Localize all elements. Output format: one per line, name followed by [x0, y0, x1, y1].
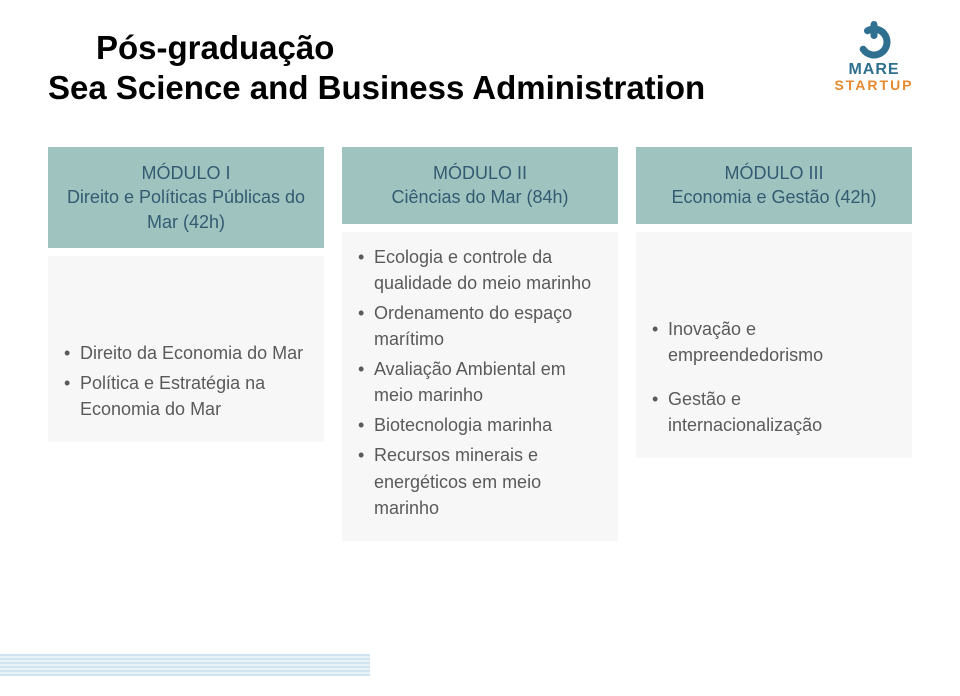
- footer-bar: [0, 654, 370, 676]
- list-item: Ordenamento do espaço marítimo: [356, 300, 604, 352]
- module-2-list: Ecologia e controle da qualidade do meio…: [356, 244, 604, 521]
- list-item: Política e Estratégia na Economia do Mar: [62, 370, 310, 422]
- module-2-header-line2: Ciências do Mar (84h): [352, 185, 608, 209]
- list-item: Recursos minerais e energéticos em meio …: [356, 442, 604, 520]
- list-item: Gestão e internacionalização: [650, 386, 898, 438]
- modules-row: MÓDULO I Direito e Políticas Públicas do…: [48, 147, 912, 541]
- module-3-header-line1: MÓDULO III: [646, 161, 902, 185]
- list-item: Ecologia e controle da qualidade do meio…: [356, 244, 604, 296]
- module-1-header-line2: Direito e Políticas Públicas do Mar (42h…: [58, 185, 314, 234]
- list-item: Avaliação Ambiental em meio marinho: [356, 356, 604, 408]
- title-line-1: Pós-graduação: [48, 28, 912, 68]
- brand-logo: MARE STARTUP: [828, 18, 920, 93]
- module-3-header-line2: Economia e Gestão (42h): [646, 185, 902, 209]
- power-icon: [853, 18, 895, 60]
- logo-text-startup: STARTUP: [828, 78, 920, 93]
- module-1-body: Direito da Economia do Mar Política e Es…: [48, 256, 324, 442]
- list-item: Inovação e empreendedorismo: [650, 316, 898, 368]
- list-item: Biotecnologia marinha: [356, 412, 604, 438]
- module-3-body: Inovação e empreendedorismo Gestão e int…: [636, 232, 912, 458]
- slide: MARE STARTUP Pós-graduação Sea Science a…: [0, 0, 960, 696]
- list-item: Direito da Economia do Mar: [62, 340, 310, 366]
- module-1-spacer: [62, 268, 310, 340]
- module-1-list: Direito da Economia do Mar Política e Es…: [62, 340, 310, 422]
- module-2-header-line1: MÓDULO II: [352, 161, 608, 185]
- module-3-spacer: [650, 244, 898, 316]
- module-2-body: Ecologia e controle da qualidade do meio…: [342, 232, 618, 541]
- logo-text-mare: MARE: [828, 62, 920, 78]
- page-title: Pós-graduação Sea Science and Business A…: [48, 28, 912, 107]
- module-3: MÓDULO III Economia e Gestão (42h) Inova…: [636, 147, 912, 541]
- module-2-header: MÓDULO II Ciências do Mar (84h): [342, 147, 618, 224]
- module-3-header: MÓDULO III Economia e Gestão (42h): [636, 147, 912, 224]
- title-line-2: Sea Science and Business Administration: [48, 68, 912, 108]
- module-1-header-line1: MÓDULO I: [58, 161, 314, 185]
- module-2: MÓDULO II Ciências do Mar (84h) Ecologia…: [342, 147, 618, 541]
- module-3-list: Inovação e empreendedorismo Gestão e int…: [650, 316, 898, 438]
- module-1-header: MÓDULO I Direito e Políticas Públicas do…: [48, 147, 324, 248]
- module-1: MÓDULO I Direito e Políticas Públicas do…: [48, 147, 324, 541]
